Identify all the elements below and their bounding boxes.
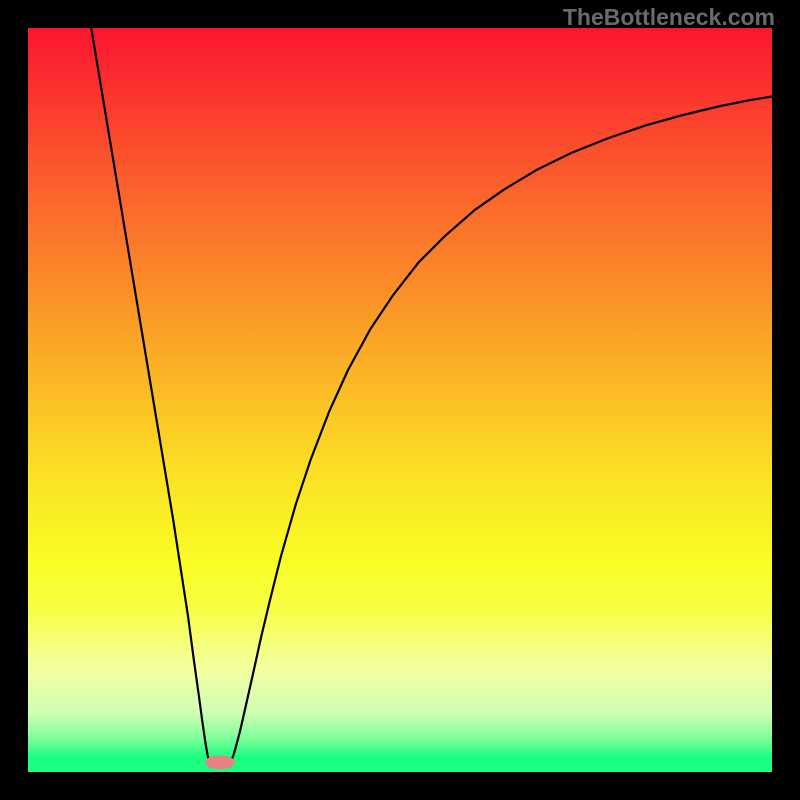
chart-svg (28, 28, 772, 772)
chart-container: TheBottleneck.com (0, 0, 800, 800)
plot-area (28, 28, 772, 772)
watermark-text: TheBottleneck.com (563, 4, 775, 31)
gradient-background (28, 28, 772, 772)
min-marker (205, 755, 235, 769)
